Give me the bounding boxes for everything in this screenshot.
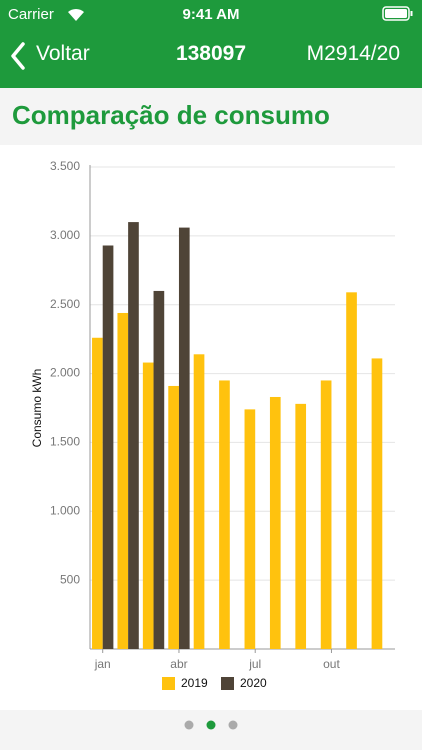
y-tick-label: 2.500 (50, 297, 80, 311)
bar (295, 403, 307, 649)
bar (320, 380, 332, 649)
y-tick-label: 3.000 (50, 228, 80, 242)
legend-label: 2020 (240, 676, 267, 690)
y-tick-label: 1.500 (50, 435, 80, 449)
page-dot-active[interactable] (206, 720, 216, 730)
y-axis-label: Consumo kWh (30, 369, 44, 448)
y-tick-label: 3.500 (50, 159, 80, 173)
back-chevron[interactable] (10, 42, 26, 70)
nav-right: M2914/20 (306, 42, 400, 65)
bar (244, 409, 256, 649)
bar (269, 396, 281, 649)
y-tick-label: 500 (60, 572, 80, 586)
x-tick-label: out (323, 657, 340, 671)
back-button[interactable]: Voltar (36, 42, 90, 65)
bar (346, 292, 357, 649)
page-dot[interactable] (228, 720, 238, 730)
carrier: Carrier (8, 6, 54, 23)
bar (219, 380, 230, 649)
bar (117, 312, 129, 649)
nav-title: 138097 (175, 42, 247, 65)
bar (102, 245, 114, 650)
bar (142, 362, 154, 649)
bar (193, 354, 205, 649)
bar (371, 358, 383, 649)
x-tick-label: jul (248, 657, 261, 671)
bar (153, 290, 165, 649)
x-tick-label: jan (94, 657, 111, 671)
y-tick-label: 2.000 (50, 366, 80, 380)
time: 9:41 AM (182, 6, 240, 23)
chart: Consumo kWh 500 1.000 1.500 2.000 2.500 3.000… (0, 145, 422, 710)
battery-icon (382, 6, 413, 21)
bar (178, 227, 190, 649)
page-dot[interactable] (184, 720, 194, 730)
page-dots (184, 720, 238, 730)
legend-label: 2019 (181, 676, 208, 690)
heading: Comparação de consumo (12, 100, 330, 130)
wifi-icon (68, 8, 84, 21)
legend-swatch (221, 677, 234, 690)
x-tick-label: abr (170, 657, 187, 671)
y-tick-label: 1.000 (50, 503, 80, 517)
legend-swatch (162, 677, 175, 690)
bar (92, 337, 103, 649)
bar (128, 222, 139, 649)
header: Carrier 9:41 AM Voltar 138097 M2914/20 (0, 0, 422, 88)
bar (168, 385, 179, 649)
